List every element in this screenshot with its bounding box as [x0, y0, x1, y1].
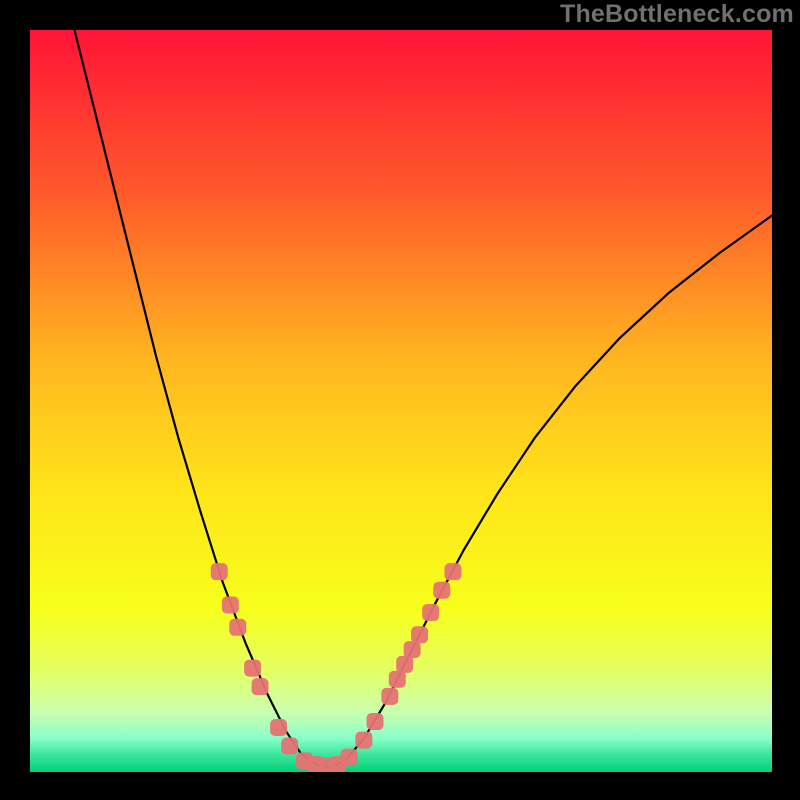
data-marker	[433, 582, 450, 599]
data-marker	[367, 713, 384, 730]
data-marker	[404, 641, 421, 658]
data-marker	[411, 626, 428, 643]
data-marker	[389, 671, 406, 688]
data-marker	[281, 738, 298, 755]
data-marker	[381, 688, 398, 705]
data-marker	[244, 660, 261, 677]
data-marker	[270, 719, 287, 736]
plot-svg	[30, 30, 772, 772]
watermark-text: TheBottleneck.com	[560, 0, 794, 29]
data-marker	[222, 597, 239, 614]
plot-area	[30, 30, 772, 772]
data-marker	[444, 563, 461, 580]
data-marker	[252, 678, 269, 695]
data-marker	[211, 563, 228, 580]
data-marker	[355, 732, 372, 749]
data-marker	[229, 619, 246, 636]
data-marker	[422, 604, 439, 621]
chart-container: TheBottleneck.com	[0, 0, 800, 800]
data-marker	[341, 749, 358, 766]
data-marker	[396, 656, 413, 673]
